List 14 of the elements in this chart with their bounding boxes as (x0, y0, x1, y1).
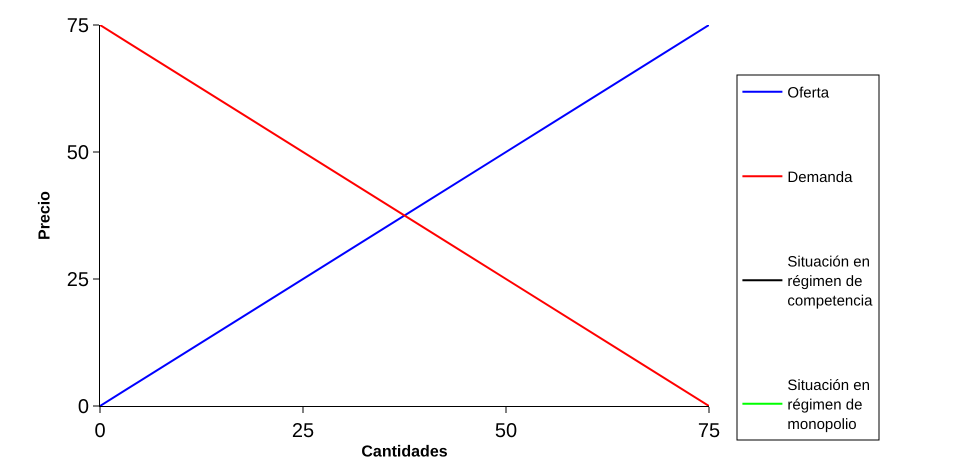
legend-label: Demanda (787, 169, 854, 186)
y-tick-label: 0 (78, 396, 89, 418)
x-tick-label: 50 (494, 420, 518, 442)
y-tick-label: 50 (66, 142, 89, 164)
legend-label: Oferta (787, 84, 830, 102)
y-axis-title: Precio (36, 190, 54, 240)
x-axis-title: Cantidades (361, 444, 448, 461)
x-tick-label: 0 (94, 420, 106, 442)
y-tick-label: 75 (66, 15, 89, 37)
x-tick-label: 75 (698, 420, 720, 442)
y-tick-label: 25 (66, 269, 89, 291)
legend-label: Situación en régimen de competencia (787, 254, 874, 310)
x-tick-label: 25 (292, 420, 314, 442)
legend-label: Situación en régimen de monopolio (787, 377, 870, 434)
